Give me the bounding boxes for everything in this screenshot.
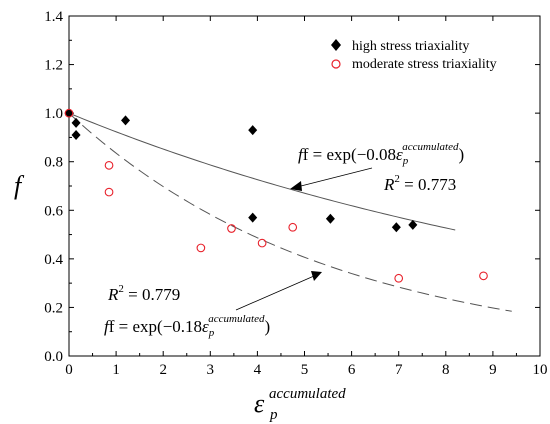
y-tick-label: 0.8: [44, 155, 63, 171]
high-triaxiality-point: [248, 125, 258, 136]
fit-2-r2: R2 = 0.779: [107, 283, 180, 304]
high-triaxiality-point: [408, 219, 418, 230]
x-axis-label: ε p accumulated: [254, 386, 346, 423]
x-tick-label: 2: [159, 362, 167, 378]
legend: high stress triaxiality moderate stress …: [331, 39, 497, 72]
fit-1-equation: ff = exp(−0.08εpaccumulated): [298, 141, 464, 167]
y-tick-label: 0.4: [44, 252, 63, 268]
x-tick-label: 3: [207, 362, 215, 378]
high-triaxiality-point: [71, 130, 81, 140]
legend-circle-icon: [331, 59, 341, 69]
fit-2-annotation: R2 = 0.779 ff = exp(−0.18εpaccumulated): [104, 271, 322, 339]
moderate-triaxiality-point: [196, 243, 206, 253]
x-tick-label: 1: [112, 362, 120, 378]
fit-2-equation: ff = exp(−0.18εpaccumulated): [104, 313, 270, 339]
x-tick-label: 6: [348, 362, 356, 378]
x-tick-label: 8: [442, 362, 450, 378]
x-tick-label: 7: [395, 362, 403, 378]
y-tick-label: 0.2: [44, 300, 63, 316]
x-tick-label: 4: [254, 362, 262, 378]
y-tick-label: 1.4: [44, 9, 63, 25]
x-axis-label-sub: p: [269, 407, 278, 423]
moderate-triaxiality-point: [394, 273, 404, 283]
y-axis-label: f: [14, 171, 25, 200]
axis-tick-labels: 0 1 2 3 4 5 6 7 8 9 10 0.0 0.2 0.4 0.6 0.8 1.0 1.2 1.4: [44, 9, 547, 378]
high-triaxiality-point: [64, 108, 74, 119]
high-triaxiality-point: [391, 222, 401, 233]
x-tick-label: 9: [489, 362, 497, 378]
moderate-triaxiality-point: [227, 224, 236, 233]
x-tick-label: 10: [533, 362, 548, 378]
fit-curve-1: [68, 112, 456, 231]
x-tick-label: 0: [65, 362, 73, 378]
fit-1-pointer-arrow: [296, 167, 373, 188]
legend-diamond-icon: [331, 39, 341, 51]
fit-1-annotation: ff = exp(−0.08εpaccumulated) R2 = 0.773: [290, 141, 464, 194]
high-triaxiality-point: [325, 213, 335, 224]
legend-label-moderate: moderate stress triaxiality: [352, 57, 497, 72]
data-points: [64, 108, 488, 283]
x-axis-label-base: ε: [254, 389, 265, 418]
moderate-triaxiality-point: [288, 222, 298, 232]
moderate-triaxiality-point: [64, 108, 74, 118]
fit-1-r2: R2 = 0.773: [383, 173, 456, 194]
y-tick-label: 0.6: [44, 203, 63, 219]
moderate-triaxiality-point: [479, 271, 488, 281]
axis-ticks: [68, 15, 541, 357]
y-tick-label: 1.2: [44, 58, 63, 74]
y-tick-label: 1.0: [44, 106, 63, 122]
fit-curve-2: [68, 112, 512, 312]
moderate-triaxiality-point: [104, 187, 114, 197]
fit-2-arrowhead-icon: [311, 271, 322, 281]
x-tick-label: 5: [301, 362, 309, 378]
high-triaxiality-point: [121, 115, 131, 126]
fit-2-pointer-arrow: [235, 275, 315, 311]
moderate-triaxiality-point: [257, 238, 267, 248]
x-axis-label-sup: accumulated: [269, 386, 346, 402]
y-tick-label: 0.0: [44, 349, 63, 365]
fit-curves: [68, 112, 512, 312]
high-triaxiality-point: [248, 212, 258, 223]
moderate-triaxiality-point: [104, 161, 114, 170]
high-triaxiality-point: [71, 117, 81, 128]
legend-label-high: high stress triaxiality: [352, 39, 469, 54]
fit-1-arrowhead-icon: [290, 181, 302, 191]
